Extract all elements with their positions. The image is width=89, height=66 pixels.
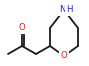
Text: O: O	[19, 23, 25, 32]
Text: O: O	[61, 51, 67, 61]
Text: H: H	[66, 5, 72, 15]
Text: N: N	[59, 5, 66, 15]
